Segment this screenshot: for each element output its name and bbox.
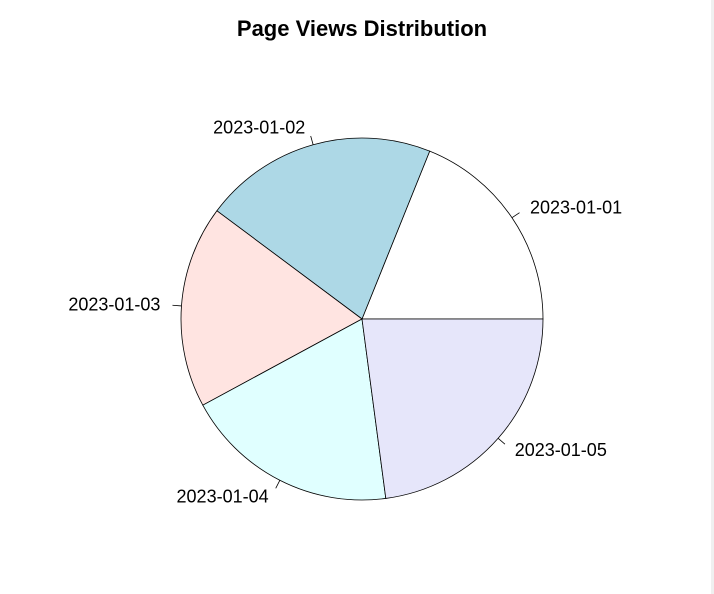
slices-group <box>180 137 544 501</box>
pie-slice-2023-01-05 <box>361 318 544 499</box>
label-tick-2023-01-02 <box>310 135 314 145</box>
window-edge <box>711 0 714 594</box>
slice-label-2023-01-04: 2023-01-04 <box>177 486 269 506</box>
slice-label-2023-01-05: 2023-01-05 <box>515 440 607 460</box>
chart-title: Page Views Distribution <box>237 16 487 41</box>
label-tick-2023-01-01 <box>511 212 520 219</box>
label-tick-2023-01-03 <box>172 304 182 307</box>
slice-label-2023-01-02: 2023-01-02 <box>213 117 305 137</box>
slice-label-2023-01-01: 2023-01-01 <box>530 198 622 218</box>
pie-slice-2023-01-03 <box>180 210 363 406</box>
label-tick-2023-01-04 <box>275 480 281 489</box>
slice-label-2023-01-03: 2023-01-03 <box>68 295 160 315</box>
labels-group: 2023-01-01 2023-01-02 2023-01-03 2023-01-04… <box>68 117 622 506</box>
label-tick-2023-01-05 <box>497 437 506 445</box>
